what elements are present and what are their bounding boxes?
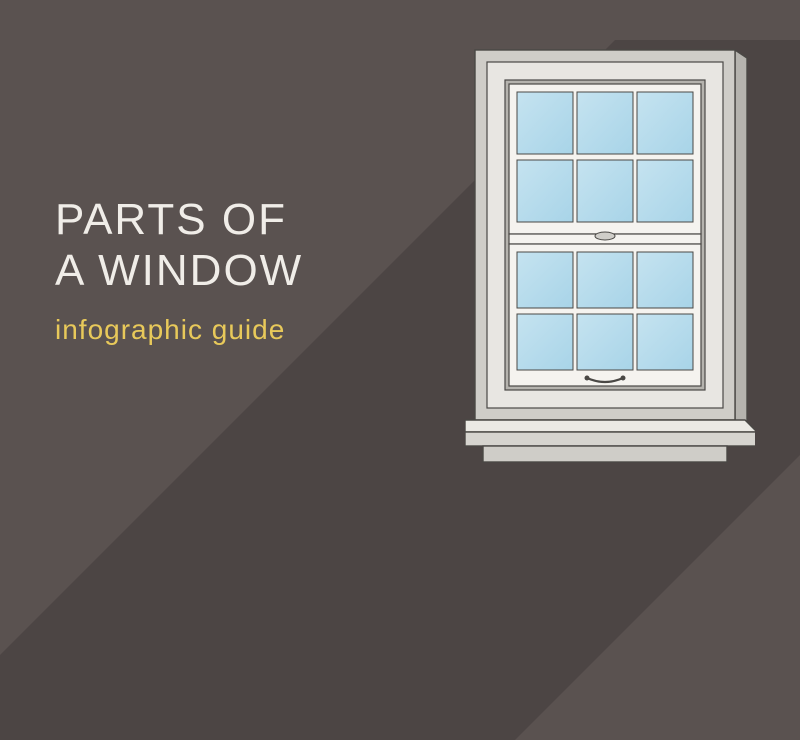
subtitle: infographic guide: [55, 314, 303, 346]
casing-side-edge: [735, 50, 747, 428]
upper-sash: [509, 84, 701, 234]
title-line-1: PARTS OF: [55, 195, 303, 246]
lower-sash: [509, 244, 701, 386]
window-illustration: [465, 40, 755, 470]
title-line-2: A WINDOW: [55, 246, 303, 297]
sill-top: [465, 420, 755, 432]
title-block: PARTS OF A WINDOW infographic guide: [55, 195, 303, 346]
sill-front: [465, 432, 755, 446]
sash-lock-icon: [595, 232, 615, 240]
apron: [483, 446, 727, 462]
window-svg: [465, 40, 755, 470]
